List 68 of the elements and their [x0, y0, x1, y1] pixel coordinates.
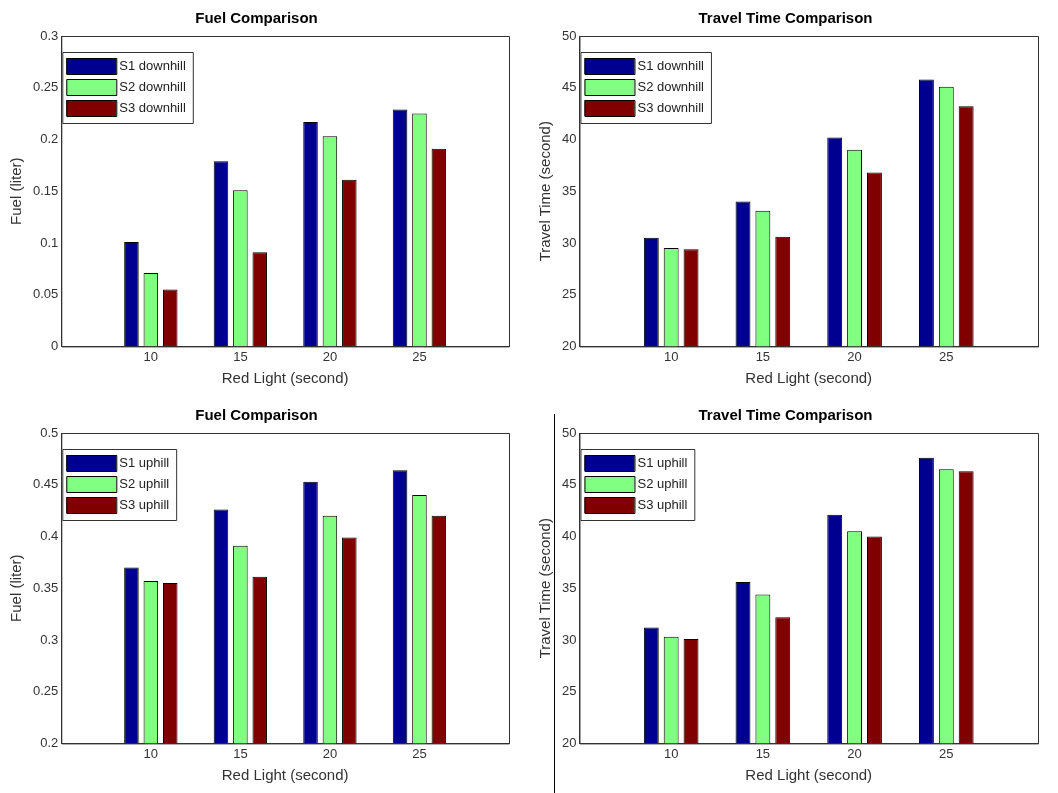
- legend-label: S2 downhill: [119, 79, 186, 95]
- y-tick-label: 0.45: [32, 476, 59, 492]
- x-tick-label: 10: [143, 348, 159, 364]
- y-tick-label: 25: [561, 683, 577, 699]
- y-tick-label: 45: [561, 79, 577, 95]
- x-tick-label: 20: [322, 745, 338, 761]
- x-tick-label: 20: [322, 348, 338, 364]
- x-tick-label: 10: [663, 745, 679, 761]
- legend-label: S3 uphill: [637, 497, 688, 513]
- x-tick-label: 25: [412, 745, 427, 761]
- x-tick-label: 10: [663, 348, 679, 364]
- y-tick-label: 0.15: [32, 182, 59, 198]
- y-tick-label: 0: [51, 337, 59, 353]
- y-axis-title: Fuel (liter): [7, 157, 25, 225]
- x-tick-label: 20: [847, 348, 862, 364]
- legend-label: S1 downhill: [637, 58, 705, 74]
- y-tick-label: 30: [561, 631, 577, 647]
- y-tick-label: 50: [561, 27, 577, 43]
- legend-label: S2 downhill: [637, 79, 705, 95]
- y-axis-title: Fuel (liter): [7, 554, 25, 622]
- legend-label: S1 downhill: [119, 58, 186, 74]
- y-tick-label: 0.25: [32, 79, 59, 95]
- chart-title: Fuel Comparison: [195, 9, 318, 27]
- x-tick-label: 25: [939, 745, 954, 761]
- x-tick-label: 15: [755, 348, 771, 364]
- x-tick-label: 25: [939, 348, 954, 364]
- y-tick-label: 0.35: [32, 579, 59, 595]
- y-tick-label: 30: [561, 234, 577, 250]
- legend-label: S1 uphill: [119, 455, 170, 471]
- y-tick-label: 45: [561, 476, 577, 492]
- x-tick-label: 15: [233, 348, 248, 364]
- x-tick-label: 15: [233, 745, 248, 761]
- x-axis-title: Red Light (second): [221, 369, 349, 387]
- y-tick-label: 50: [561, 424, 577, 440]
- y-tick-label: 25: [561, 286, 577, 302]
- y-tick-label: 40: [561, 528, 577, 544]
- legend-label: S3 downhill: [119, 100, 186, 116]
- x-axis-title: Red Light (second): [745, 369, 873, 387]
- y-tick-label: 0.5: [40, 424, 59, 440]
- y-tick-label: 0.1: [40, 234, 59, 250]
- chart-title: Fuel Comparison: [195, 406, 318, 424]
- x-axis-title: Red Light (second): [221, 766, 349, 784]
- x-tick-label: 25: [412, 348, 427, 364]
- y-axis-title: Travel Time (second): [536, 121, 554, 262]
- y-tick-label: 0.3: [40, 27, 59, 43]
- y-tick-label: 0.05: [32, 286, 59, 302]
- chart-title: Travel Time Comparison: [698, 9, 873, 27]
- chart-title: Travel Time Comparison: [698, 406, 873, 424]
- y-tick-label: 20: [561, 734, 577, 750]
- legend-label: S2 uphill: [119, 476, 170, 492]
- legend-label: S1 uphill: [637, 455, 688, 471]
- y-axis-title: Travel Time (second): [536, 518, 554, 659]
- x-axis-title: Red Light (second): [745, 766, 873, 784]
- y-tick-label: 40: [561, 131, 577, 147]
- y-tick-label: 20: [561, 337, 577, 353]
- x-tick-label: 15: [755, 745, 771, 761]
- y-tick-label: 0.3: [40, 631, 59, 647]
- y-tick-label: 35: [561, 182, 577, 198]
- legend-label: S3 uphill: [119, 497, 170, 513]
- legend-label: S2 uphill: [637, 476, 688, 492]
- y-tick-label: 0.2: [40, 131, 59, 147]
- legend-label: S3 downhill: [637, 100, 705, 116]
- y-tick-label: 35: [561, 579, 577, 595]
- x-tick-label: 10: [143, 745, 159, 761]
- y-tick-label: 0.4: [40, 528, 59, 544]
- y-tick-label: 0.25: [32, 683, 59, 699]
- y-tick-label: 0.2: [40, 734, 59, 750]
- x-tick-label: 20: [847, 745, 862, 761]
